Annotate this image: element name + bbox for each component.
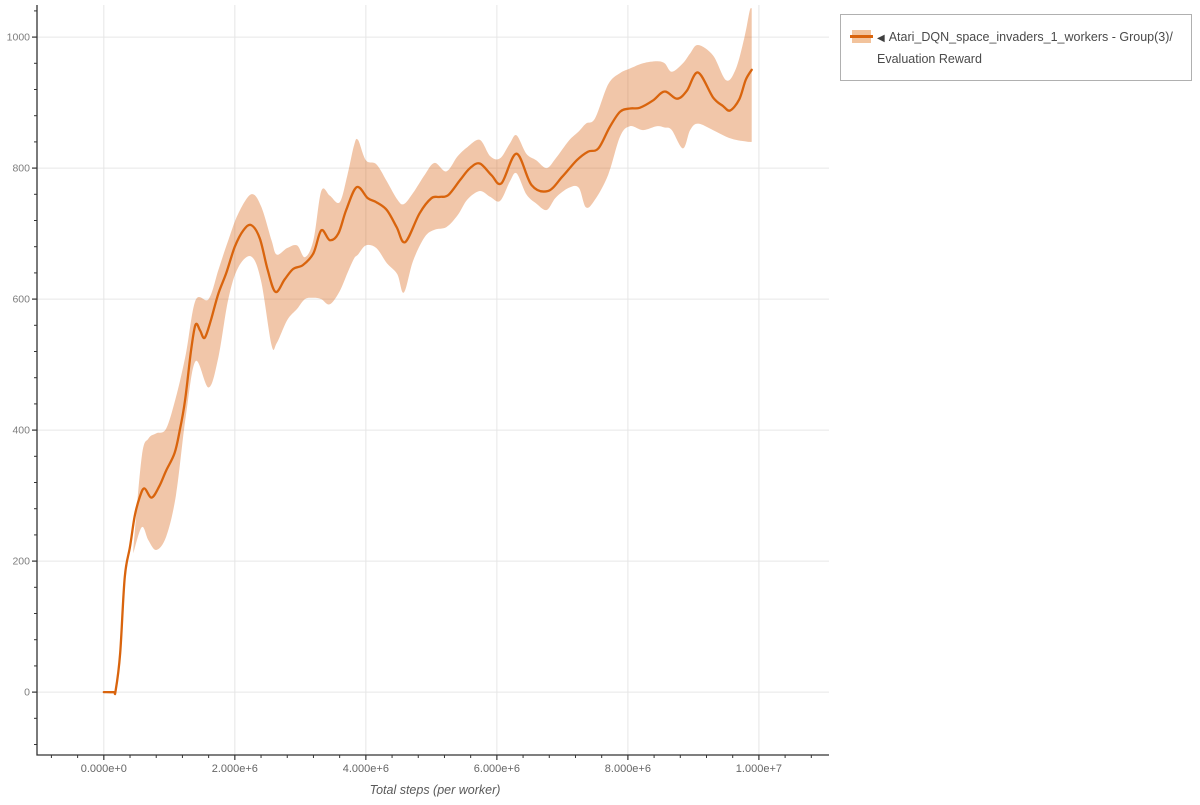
y-tick-label: 1000 [7,32,31,44]
x-tick-label: 6.000e+6 [474,763,520,775]
y-tick-label: 200 [12,556,30,568]
axis-lines [36,5,829,756]
gridlines [37,5,829,755]
y-tick-label: 0 [24,687,30,699]
y-tick-label: 600 [12,294,30,306]
x-axis-title: Total steps (per worker) [370,783,501,797]
legend-item-series[interactable]: ◀ Atari_DQN_space_invaders_1_workers - Gr… [850,27,1179,69]
axes-layer [32,5,829,760]
legend-series-label: Atari_DQN_space_invaders_1_workers - Gro… [877,30,1173,66]
legend-label-text: ◀ Atari_DQN_space_invaders_1_workers - Gr… [877,27,1179,69]
tick-labels-layer: 0.000e+0 2.000e+6 4.000e+6 6.000e+6 8.000e+6… [7,32,782,775]
x-tick-label: 1.000e+7 [736,763,782,775]
series-swatch-line [850,35,873,38]
x-tick-label: 0.000e+0 [81,763,127,775]
mean-line [102,68,753,696]
series-swatch-icon [850,30,873,43]
x-tick-label: 4.000e+6 [343,763,389,775]
series-layer [102,7,753,696]
y-tick-label: 400 [12,425,30,437]
x-tick-label: 8.000e+6 [605,763,651,775]
confidence-band [133,7,752,554]
legend: ◀ Atari_DQN_space_invaders_1_workers - Gr… [840,14,1192,81]
x-tick-label: 2.000e+6 [212,763,258,775]
y-tick-label: 800 [12,163,30,175]
legend-collapse-icon[interactable]: ◀ [877,33,885,44]
